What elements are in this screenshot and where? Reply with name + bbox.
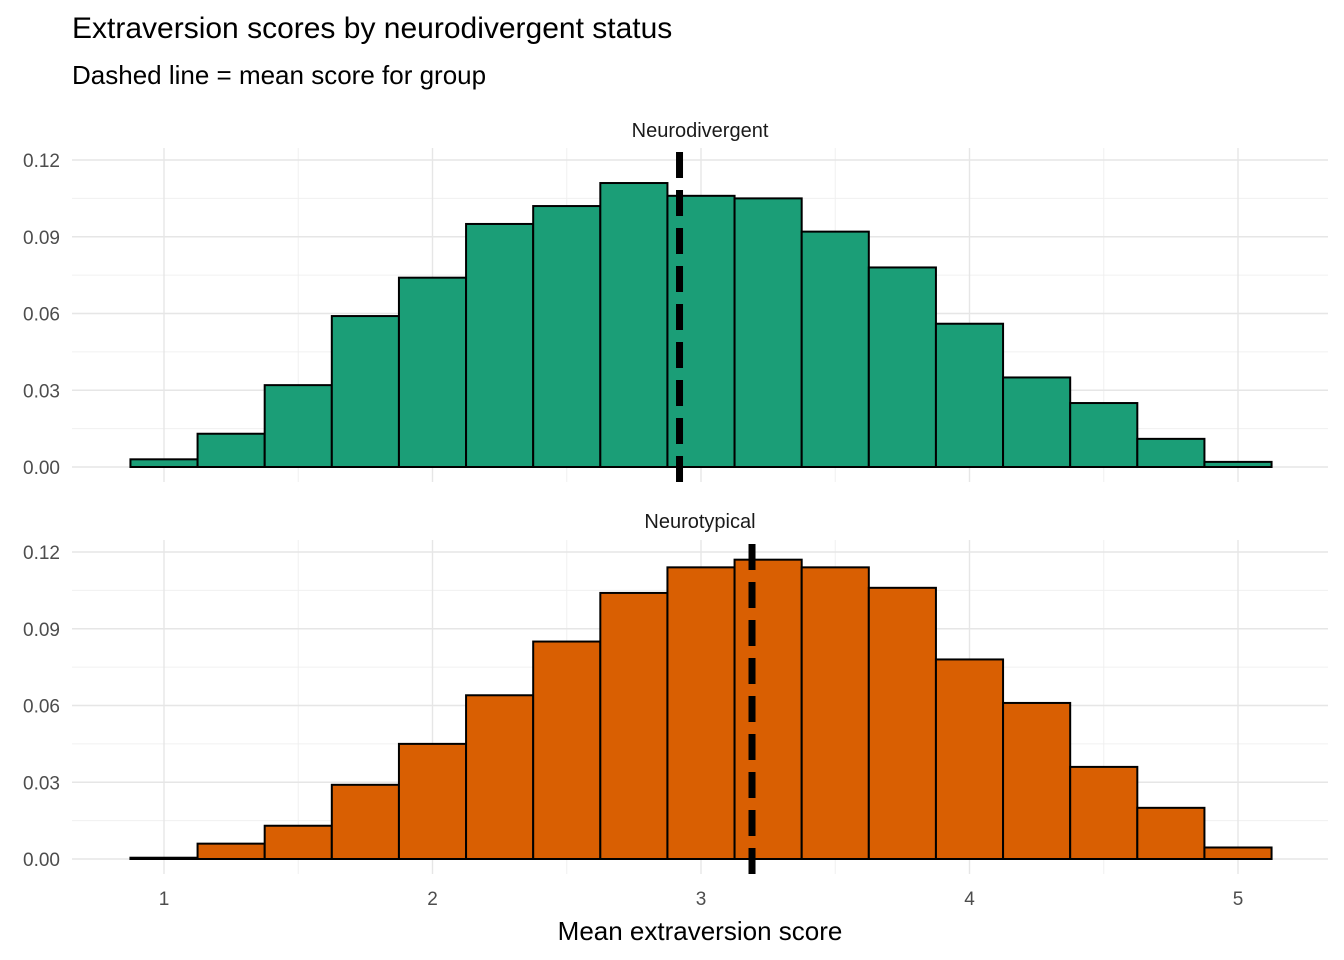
histogram-bar bbox=[532, 205, 602, 469]
histogram-bar bbox=[666, 566, 736, 860]
histogram-bar bbox=[196, 842, 266, 861]
histogram-bar bbox=[800, 566, 870, 860]
histogram-bar bbox=[1002, 376, 1072, 469]
y-tick-label: 0.06 bbox=[23, 305, 60, 326]
x-tick-label: 1 bbox=[159, 889, 170, 910]
histogram-bar bbox=[263, 384, 333, 468]
y-tick-label: 0.03 bbox=[23, 381, 60, 402]
histogram-bar bbox=[800, 230, 870, 468]
histogram-bar bbox=[867, 586, 937, 860]
histogram-bar bbox=[1069, 402, 1139, 468]
histogram-bar bbox=[532, 640, 602, 861]
facet-label: Neurodivergent bbox=[632, 120, 769, 142]
y-tick-label: 0.09 bbox=[23, 228, 60, 249]
chart-subtitle: Dashed line = mean score for group bbox=[72, 60, 487, 90]
histogram-bar bbox=[1203, 460, 1273, 468]
histogram-bar bbox=[263, 824, 333, 860]
histogram-bar bbox=[1136, 437, 1206, 469]
histogram-bar bbox=[397, 742, 468, 860]
histogram-bar bbox=[1203, 846, 1273, 860]
y-tick-label: 0.06 bbox=[23, 697, 60, 718]
histogram-bar bbox=[465, 694, 535, 860]
histogram-bar bbox=[397, 276, 468, 468]
histogram-bar bbox=[1136, 806, 1206, 860]
facet-label: Neurotypical bbox=[644, 511, 755, 533]
y-tick-label: 0.12 bbox=[23, 543, 60, 564]
histogram-bar bbox=[129, 458, 199, 469]
y-tick-label: 0.00 bbox=[23, 850, 60, 871]
histogram-bar bbox=[599, 591, 669, 861]
y-tick-label: 0.03 bbox=[23, 773, 60, 794]
x-tick-label: 5 bbox=[1233, 889, 1244, 910]
histogram-bar bbox=[330, 315, 400, 468]
chart-title: Extraversion scores by neurodivergent st… bbox=[72, 12, 673, 45]
histogram-bar bbox=[934, 658, 1005, 861]
histogram-bar bbox=[465, 222, 535, 468]
x-tick-label: 4 bbox=[964, 889, 975, 910]
histogram-bar bbox=[330, 783, 400, 861]
x-axis-label: Mean extraversion score bbox=[558, 916, 843, 946]
histogram-bar bbox=[934, 322, 1005, 468]
histogram-bar bbox=[1069, 765, 1139, 861]
histogram-bar bbox=[733, 558, 803, 860]
y-tick-label: 0.12 bbox=[23, 151, 60, 172]
y-tick-label: 0.00 bbox=[23, 458, 60, 479]
x-tick-label: 3 bbox=[696, 889, 707, 910]
histogram-bar bbox=[867, 266, 937, 469]
y-tick-label: 0.09 bbox=[23, 620, 60, 641]
histogram-bar bbox=[1002, 701, 1072, 860]
histogram-bar bbox=[733, 197, 803, 468]
histogram-bar bbox=[599, 182, 669, 468]
histogram-bar bbox=[129, 856, 199, 860]
x-tick-label: 2 bbox=[427, 889, 438, 910]
histogram-bar bbox=[196, 432, 266, 469]
